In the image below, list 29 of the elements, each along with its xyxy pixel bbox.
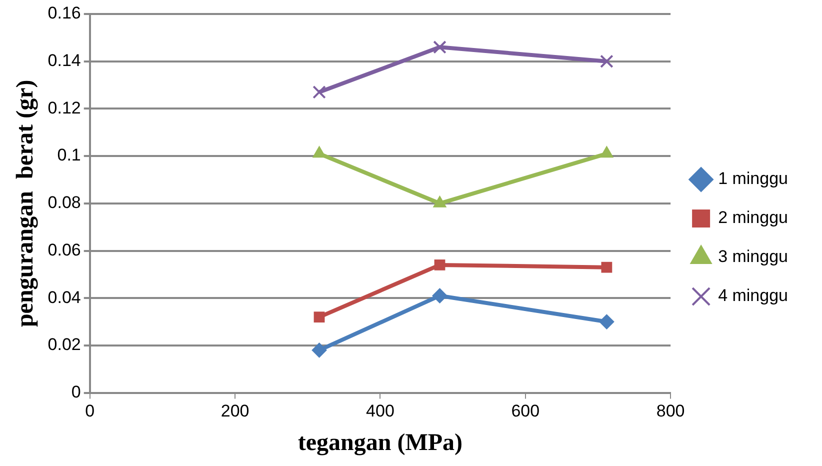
y-axis-title: pengurangan berat (gr) bbox=[12, 80, 39, 328]
legend-label: 2 minggu bbox=[718, 208, 788, 228]
point bbox=[433, 40, 446, 54]
point bbox=[312, 85, 326, 99]
y-tick-label: 0.08 bbox=[48, 193, 81, 212]
point bbox=[434, 260, 446, 270]
x-tick-label: 800 bbox=[656, 402, 685, 421]
y-tick-label: 0.02 bbox=[48, 335, 81, 354]
point bbox=[312, 342, 327, 358]
y-tick-label: 0.16 bbox=[48, 4, 81, 23]
y-tick-label: 0.04 bbox=[48, 288, 81, 307]
x-tick-label: 400 bbox=[366, 402, 394, 421]
point bbox=[314, 312, 325, 322]
y-tick-label: 0 bbox=[71, 382, 81, 402]
point bbox=[600, 54, 614, 68]
point bbox=[432, 288, 448, 304]
point bbox=[601, 262, 612, 273]
legend-label: 3 minggu bbox=[718, 247, 788, 266]
x-tick-label: 0 bbox=[85, 402, 95, 421]
point bbox=[599, 314, 614, 330]
x-tick-label: 200 bbox=[220, 402, 250, 421]
x-axis-title: tegangan (MPa) bbox=[298, 430, 463, 456]
y-tick-label: 0.14 bbox=[48, 51, 81, 70]
x-tick-label: 600 bbox=[511, 402, 540, 421]
y-tick-label: 0.12 bbox=[48, 98, 81, 118]
y-tick-label: 0.1 bbox=[57, 146, 81, 165]
y-tick-label: 0.06 bbox=[48, 240, 81, 260]
legend-label: 1 minggu bbox=[718, 169, 788, 188]
legend-label: 4 minggu bbox=[718, 286, 788, 306]
